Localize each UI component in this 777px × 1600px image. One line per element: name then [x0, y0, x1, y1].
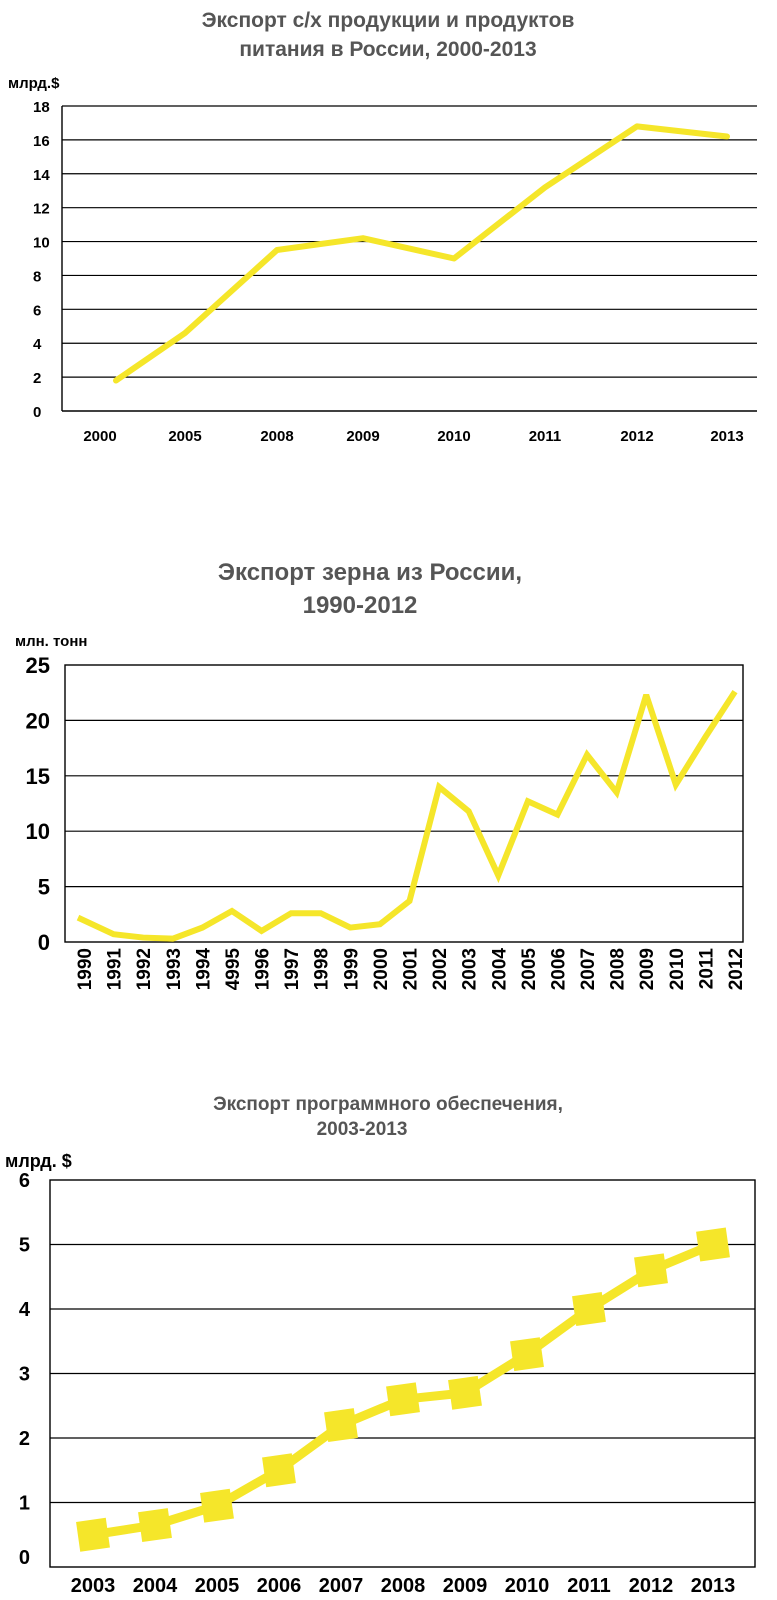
chart-title-line2: 1990-2012: [303, 592, 418, 619]
data-point-marker: [200, 1488, 234, 1523]
plot-area: 0 5 10 15 20 25 1990 1991 1992 1993 1994 4995 1996 19…: [26, 653, 747, 990]
x-tick-label: 2012: [726, 948, 747, 990]
x-tick-label: 2007: [578, 948, 599, 990]
software-export-svg: Экспорт программного обеспечения, 2003-2…: [5, 1094, 756, 1597]
series-line: [113, 123, 730, 384]
x-tick-label: 1998: [312, 948, 333, 990]
data-point-marker: [76, 1517, 110, 1552]
x-tick-label: 2005: [519, 948, 540, 991]
software-export-chart: Экспорт программного обеспечения, 2003-2…: [0, 1085, 777, 1600]
x-tick-label: 2008: [381, 1575, 426, 1597]
plot-frame: [64, 664, 744, 943]
x-tick-label: 2004: [489, 948, 510, 991]
x-tick-label: 1994: [193, 948, 214, 991]
x-tick-label: 2009: [346, 428, 379, 445]
x-tick-label: 2006: [257, 1575, 302, 1597]
x-tick-label: 2000: [83, 428, 116, 445]
agri-export-chart: Экспорт с/х продукции и продуктов питани…: [0, 0, 777, 480]
plot-area: 0 2 4 6 8 10 12 14 16 18 2000 2005 2008 2009 2010 2011 2…: [33, 99, 757, 445]
y-tick-label: 18: [33, 99, 50, 116]
plot-area: 0 1 2 3 4 5 6 2003 2004 2005 2006 2007 2008 2009 2010 2…: [19, 1170, 756, 1597]
y-tick-label: 5: [19, 1235, 30, 1257]
chart-title-line2: 2003-2013: [317, 1119, 408, 1140]
x-tick-label: 1991: [105, 948, 126, 991]
y-tick-label: 25: [26, 653, 50, 678]
x-tick-label: 2013: [710, 428, 743, 445]
x-tick-label: 1997: [282, 948, 303, 990]
x-tick-label: 2013: [691, 1575, 736, 1597]
y-tick-label: 3: [19, 1364, 30, 1386]
data-point-marker: [262, 1453, 296, 1488]
y-tick-label: 4: [19, 1299, 31, 1321]
chart-title: Экспорт с/х продукции и продуктов: [202, 9, 575, 32]
x-tick-label: 2012: [620, 428, 653, 445]
x-tick-label: 2011: [696, 948, 717, 990]
y-tick-label: 16: [33, 133, 50, 150]
y-axis-unit: млн. тонн: [15, 633, 87, 650]
x-tick-label: 1996: [253, 948, 274, 990]
y-tick-label: 0: [19, 1547, 30, 1569]
x-tick-label: 2008: [608, 948, 629, 990]
y-axis-unit: млрд. $: [5, 1151, 72, 1171]
x-tick-label: 2007: [319, 1575, 364, 1597]
x-tick-label: 2005: [195, 1575, 240, 1597]
data-point-marker: [572, 1292, 606, 1326]
data-point-marker: [386, 1382, 420, 1417]
x-tick-label: 1992: [134, 948, 155, 990]
x-tick-label: 2003: [71, 1575, 116, 1597]
chart-title-line2: питания в России, 2000-2013: [239, 38, 536, 61]
x-tick-label: 2003: [460, 948, 481, 990]
x-tick-label: 2005: [168, 428, 201, 445]
y-tick-label: 1: [19, 1493, 30, 1515]
x-tick-label: 2009: [443, 1575, 488, 1597]
x-tick-label: 1993: [164, 948, 185, 990]
y-tick-label: 10: [26, 819, 50, 844]
data-point-marker: [138, 1508, 172, 1543]
y-tick-label: 14: [33, 167, 50, 184]
x-tick-label: 2000: [371, 948, 392, 990]
x-tick-label: 2010: [505, 1575, 550, 1597]
y-tick-label: 20: [26, 708, 50, 733]
y-tick-label: 15: [26, 764, 50, 789]
y-tick-label: 5: [38, 875, 50, 900]
x-tick-label: 1990: [75, 948, 96, 990]
y-tick-label: 2: [33, 370, 41, 387]
data-point-marker: [634, 1253, 668, 1288]
x-tick-label: 1999: [341, 948, 362, 990]
y-tick-label: 8: [33, 268, 41, 285]
chart-title: Экспорт зерна из России,: [218, 559, 522, 586]
series-line: [76, 689, 738, 942]
data-point-marker: [324, 1408, 358, 1443]
y-tick-label: 0: [33, 404, 41, 421]
y-tick-label: 0: [38, 930, 50, 955]
chart-title: Экспорт программного обеспечения,: [213, 1094, 563, 1115]
x-tick-label: 2011: [529, 428, 562, 445]
x-tick-label: 4995: [223, 948, 244, 991]
x-tick-label: 2011: [567, 1575, 610, 1597]
y-tick-label: 2: [19, 1428, 30, 1450]
agri-export-svg: Экспорт с/х продукции и продуктов питани…: [8, 9, 757, 445]
x-tick-label: 2012: [629, 1575, 674, 1597]
data-point-marker: [696, 1227, 730, 1262]
x-tick-label: 2001: [401, 948, 422, 991]
y-tick-label: 12: [33, 201, 50, 218]
x-tick-label: 2010: [667, 948, 688, 990]
x-tick-label: 2008: [260, 428, 293, 445]
data-point-marker: [510, 1337, 544, 1372]
y-tick-label: 6: [33, 302, 41, 319]
y-tick-label: 6: [19, 1170, 30, 1192]
grain-export-chart: Экспорт зерна из России, 1990-2012 млн. …: [0, 550, 777, 1030]
grain-export-svg: Экспорт зерна из России, 1990-2012 млн. …: [15, 559, 747, 990]
x-tick-label: 2004: [133, 1575, 178, 1597]
data-point-marker: [448, 1375, 482, 1410]
y-tick-label: 4: [33, 336, 42, 353]
y-axis-unit: млрд.$: [8, 75, 60, 92]
x-tick-label: 2009: [637, 948, 658, 990]
x-tick-label: 2006: [548, 948, 569, 990]
x-tick-label: 2002: [430, 948, 451, 990]
y-tick-label: 10: [33, 235, 50, 252]
x-tick-label: 2010: [437, 428, 470, 445]
